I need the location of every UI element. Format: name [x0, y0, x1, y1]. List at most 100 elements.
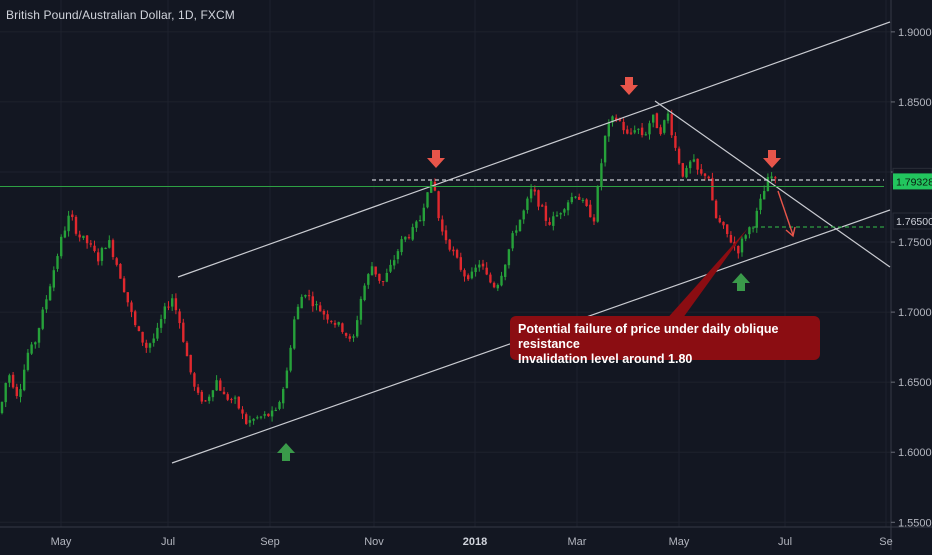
candle-body	[393, 260, 396, 266]
candle-body	[141, 331, 144, 343]
candle-body	[363, 285, 366, 301]
price-badge	[892, 212, 932, 230]
y-tick-label: 1.65000	[898, 377, 932, 389]
candle-body	[548, 222, 551, 225]
candle-body	[74, 216, 78, 234]
candle-body	[770, 176, 773, 179]
candle-body	[63, 230, 67, 238]
x-tick-label: Mar	[568, 536, 587, 548]
arrow-up-icon	[277, 443, 295, 461]
candle-body	[174, 298, 178, 311]
candle-body	[352, 336, 355, 338]
candle-body	[34, 342, 37, 345]
candle-body	[252, 418, 255, 421]
candle-body	[241, 409, 244, 414]
candle-body	[655, 113, 659, 129]
candle-body	[581, 199, 585, 201]
candle-body	[474, 267, 477, 273]
candle-body	[8, 375, 11, 383]
candle-body	[396, 251, 400, 260]
candle-body	[196, 387, 200, 393]
candle-body	[696, 158, 699, 170]
candle-body	[274, 409, 277, 411]
candle-body	[529, 189, 533, 199]
candle-body	[222, 391, 226, 395]
bullish-arrow-markers	[277, 273, 750, 461]
candle-body	[67, 215, 70, 232]
candle-body	[626, 129, 629, 134]
candle-body	[341, 323, 344, 332]
candle-body	[500, 275, 503, 286]
x-tick-label: May	[669, 536, 690, 548]
candle-body	[633, 130, 636, 133]
descending-resistance-line	[654, 100, 891, 268]
candle-body	[204, 400, 207, 402]
candle-body	[415, 221, 418, 228]
candle-body	[0, 401, 4, 414]
candle-body	[596, 186, 599, 222]
candle-body	[378, 273, 381, 281]
candle-body	[226, 394, 229, 400]
candle-body	[726, 224, 729, 234]
candle-body	[11, 374, 15, 388]
candle-body	[722, 221, 725, 226]
candle-body	[714, 200, 718, 219]
candle-body	[455, 249, 459, 258]
candle-body	[592, 217, 596, 222]
candle-body	[774, 177, 777, 179]
candle-body	[367, 274, 370, 285]
upper-channel-line	[177, 21, 891, 278]
candle-body	[182, 322, 185, 342]
candle-body	[470, 271, 474, 279]
candle-body	[78, 234, 81, 238]
candle-body	[703, 173, 707, 176]
candle-body	[441, 219, 444, 232]
candle-body	[270, 410, 274, 417]
candle-body	[122, 278, 126, 293]
candle-body	[685, 168, 688, 178]
candle-body	[463, 270, 466, 277]
candle-body	[648, 123, 651, 135]
candle-body	[544, 205, 548, 221]
candle-body	[452, 249, 455, 252]
candle-body	[511, 233, 514, 249]
candle-body	[526, 198, 529, 210]
candle-body	[126, 292, 129, 303]
candle-body	[248, 420, 252, 423]
grid-lines	[0, 0, 891, 527]
arrow-down-icon	[427, 150, 445, 168]
candle-body	[152, 338, 155, 343]
candle-body	[311, 296, 314, 307]
candle-body	[666, 113, 670, 121]
candle-body	[737, 245, 740, 254]
candle-body	[215, 380, 218, 391]
candle-body	[93, 245, 96, 252]
candle-body	[759, 198, 762, 210]
candle-body	[740, 238, 744, 253]
candle-body	[677, 148, 681, 164]
candle-body	[478, 264, 481, 268]
candle-body	[533, 189, 536, 192]
candle-body	[518, 219, 522, 232]
candle-body	[337, 322, 340, 325]
candle-body	[566, 202, 570, 211]
y-tick-label: 1.75000	[898, 237, 932, 249]
candle-body	[189, 354, 192, 373]
candles	[0, 109, 777, 427]
candle-body	[504, 264, 507, 277]
candle-body	[211, 390, 215, 398]
candle-body	[496, 284, 499, 289]
candle-body	[100, 248, 104, 261]
y-tick-label: 1.70000	[898, 307, 932, 319]
candle-body	[26, 352, 30, 370]
candle-body	[230, 399, 233, 401]
candle-body	[515, 230, 518, 233]
candle-body	[56, 256, 59, 269]
candle-body	[670, 114, 673, 136]
candle-body	[200, 391, 203, 402]
candle-body	[555, 215, 559, 217]
